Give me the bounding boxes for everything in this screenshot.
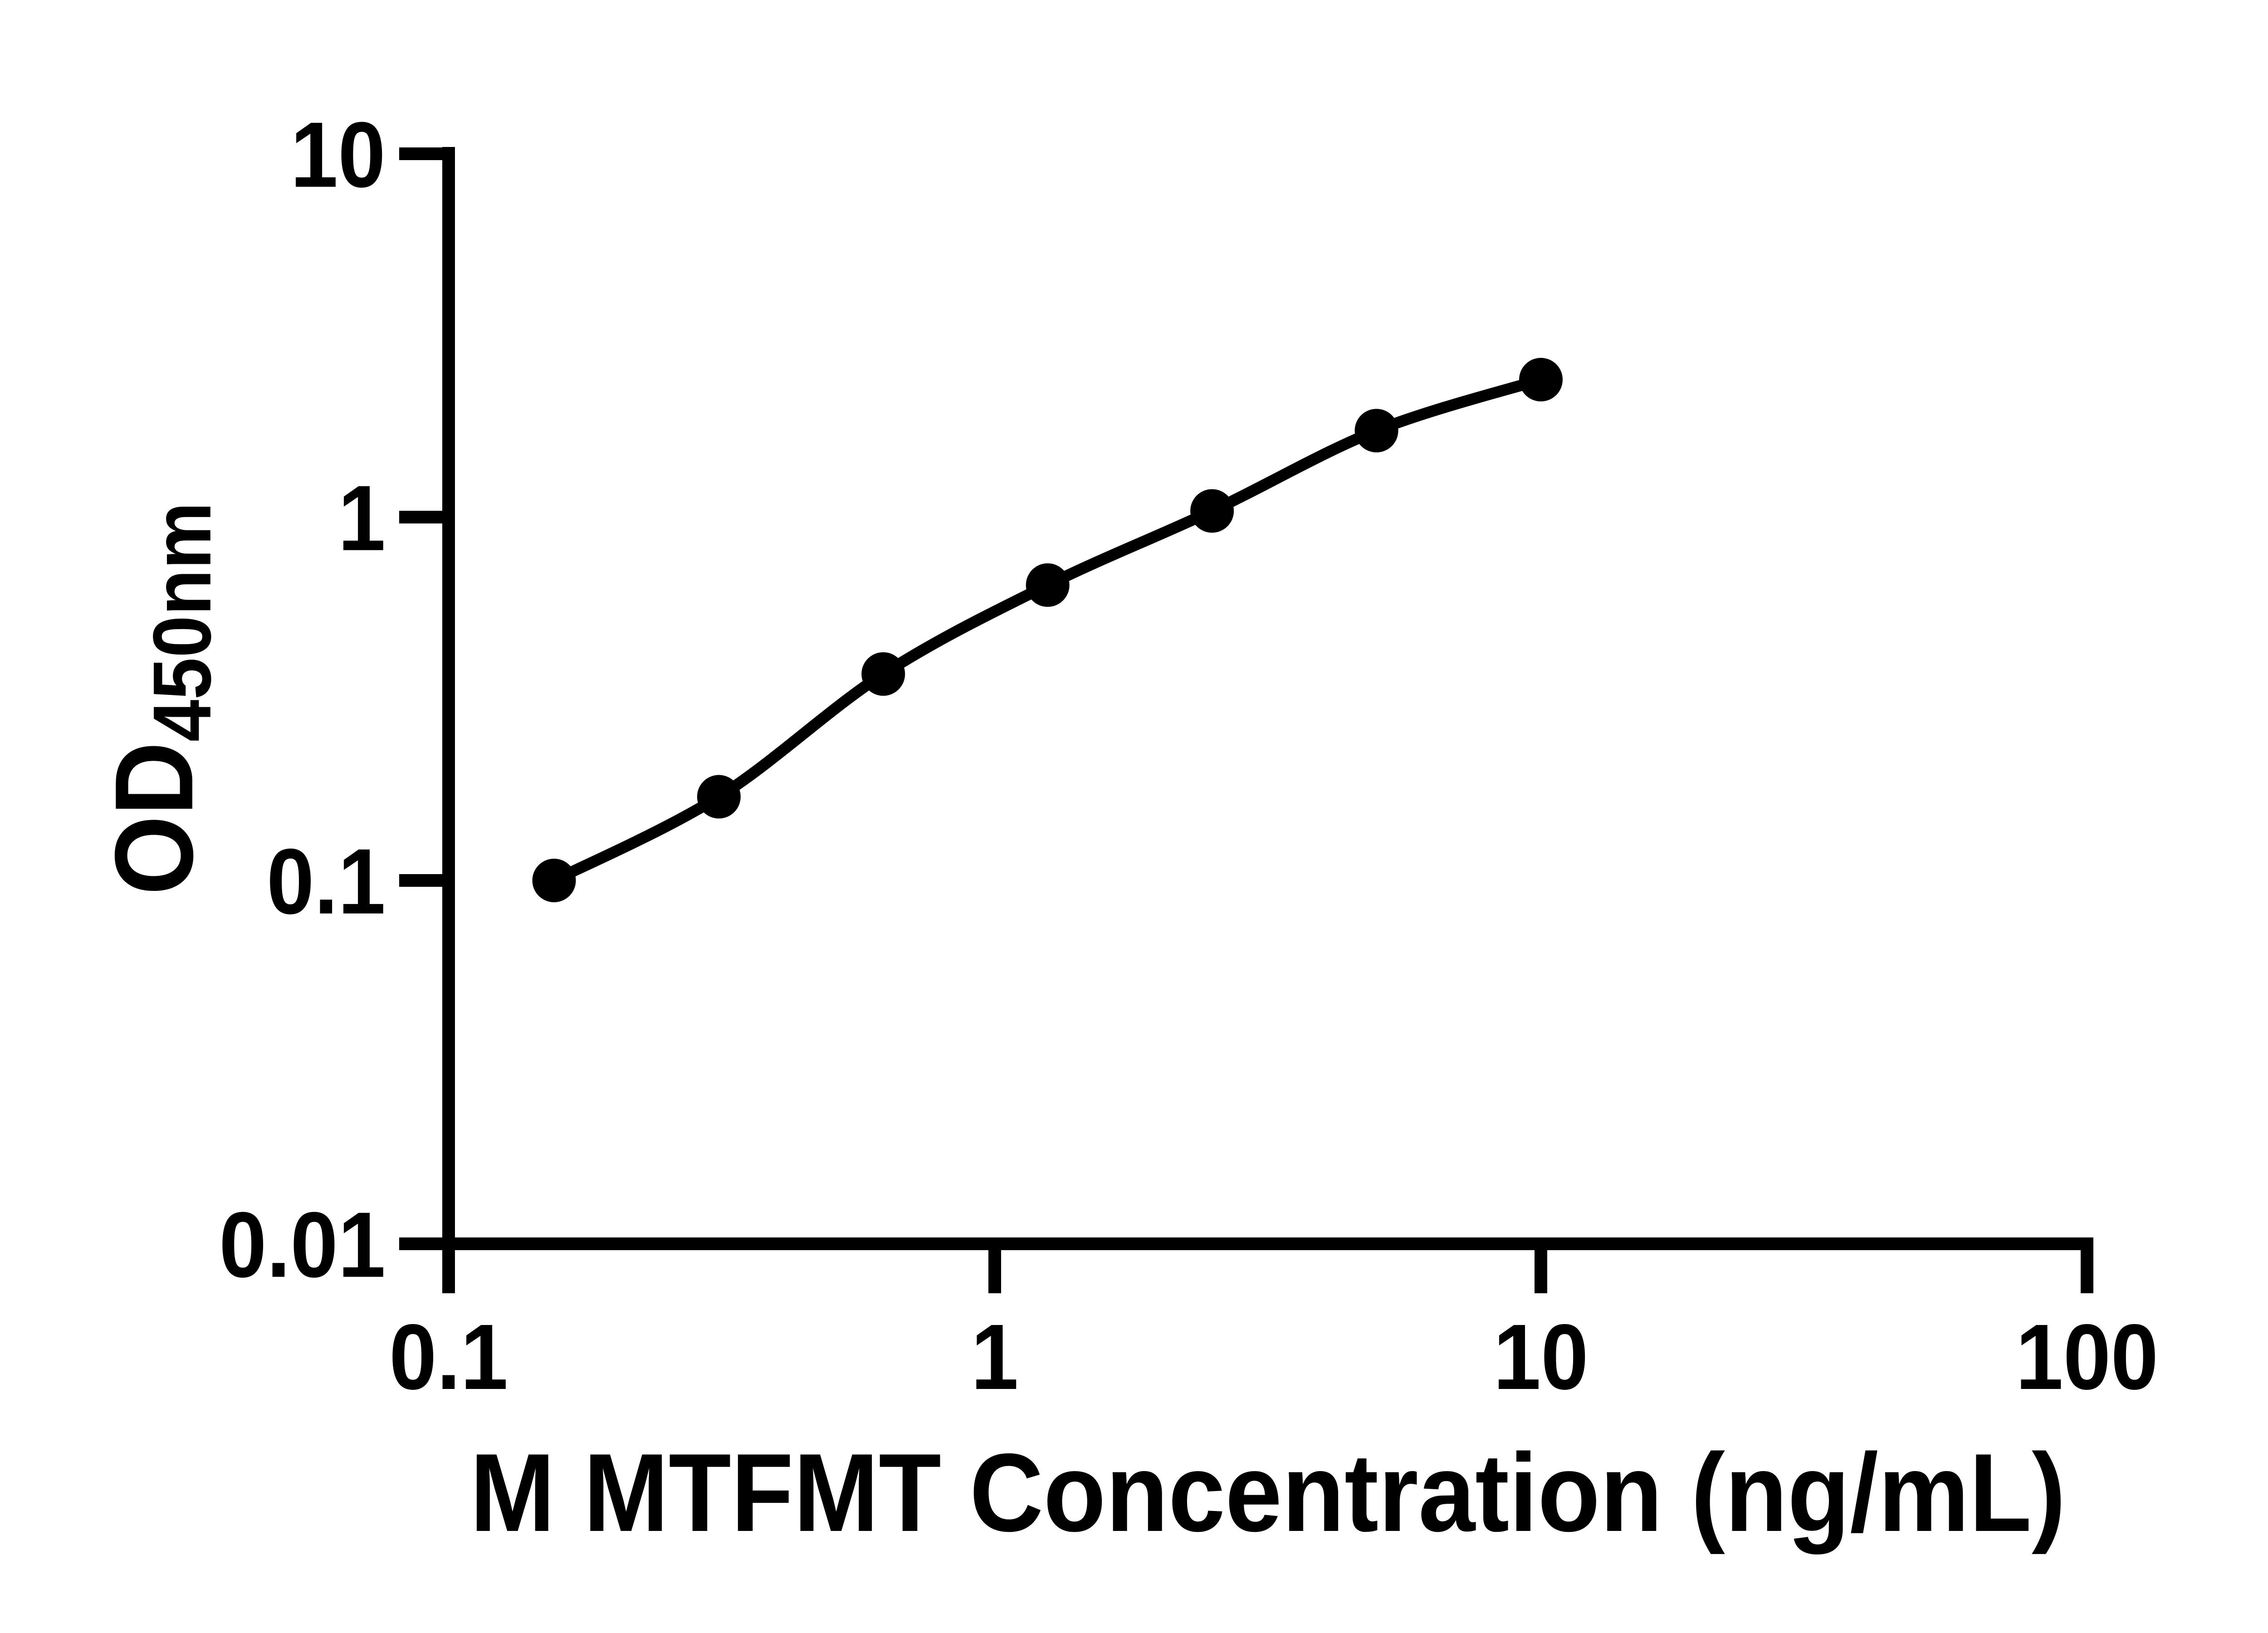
- y-axis-title-subscript: 450nm: [136, 502, 228, 742]
- x-tick-100: [2081, 1250, 2093, 1293]
- series-layer: [532, 357, 1563, 902]
- y-tick-label-1: 1: [338, 466, 386, 570]
- y-tick-label-10: 10: [290, 103, 386, 207]
- y-axis-title: OD450nm: [92, 485, 228, 912]
- y-tick-10: [399, 147, 442, 160]
- data-point-4: [1026, 563, 1070, 607]
- y-tick-label-0.1: 0.1: [267, 830, 386, 934]
- data-point-5: [1190, 489, 1234, 533]
- y-tick-1: [399, 511, 442, 523]
- data-point-7: [1519, 357, 1563, 401]
- data-point-3: [861, 652, 905, 696]
- data-point-6: [1354, 409, 1398, 453]
- data-point-2: [697, 775, 741, 819]
- x-axis-title-text: M MTFMT Concentration (ng/mL): [469, 1430, 2066, 1555]
- y-tick-label-0.01: 0.01: [219, 1193, 386, 1297]
- y-tick-0.1: [399, 874, 442, 887]
- x-tick-label-100: 100: [2016, 1305, 2159, 1409]
- x-tick-label-0.1: 0.1: [389, 1305, 508, 1409]
- y-tick-0.01: [399, 1237, 442, 1250]
- x-tick-label-10: 10: [1493, 1305, 1589, 1409]
- x-tick-label-1: 1: [971, 1305, 1019, 1409]
- x-tick-10: [1535, 1250, 1547, 1293]
- x-tick-1: [988, 1250, 1001, 1293]
- y-axis-title-main: OD: [91, 742, 216, 895]
- data-point-1: [532, 859, 576, 902]
- y-axis-line: [442, 147, 455, 1250]
- x-axis-title: M MTFMT Concentration (ng/mL): [401, 1437, 2135, 1548]
- x-tick-0.1: [442, 1250, 455, 1293]
- x-axis-line: [442, 1237, 2093, 1250]
